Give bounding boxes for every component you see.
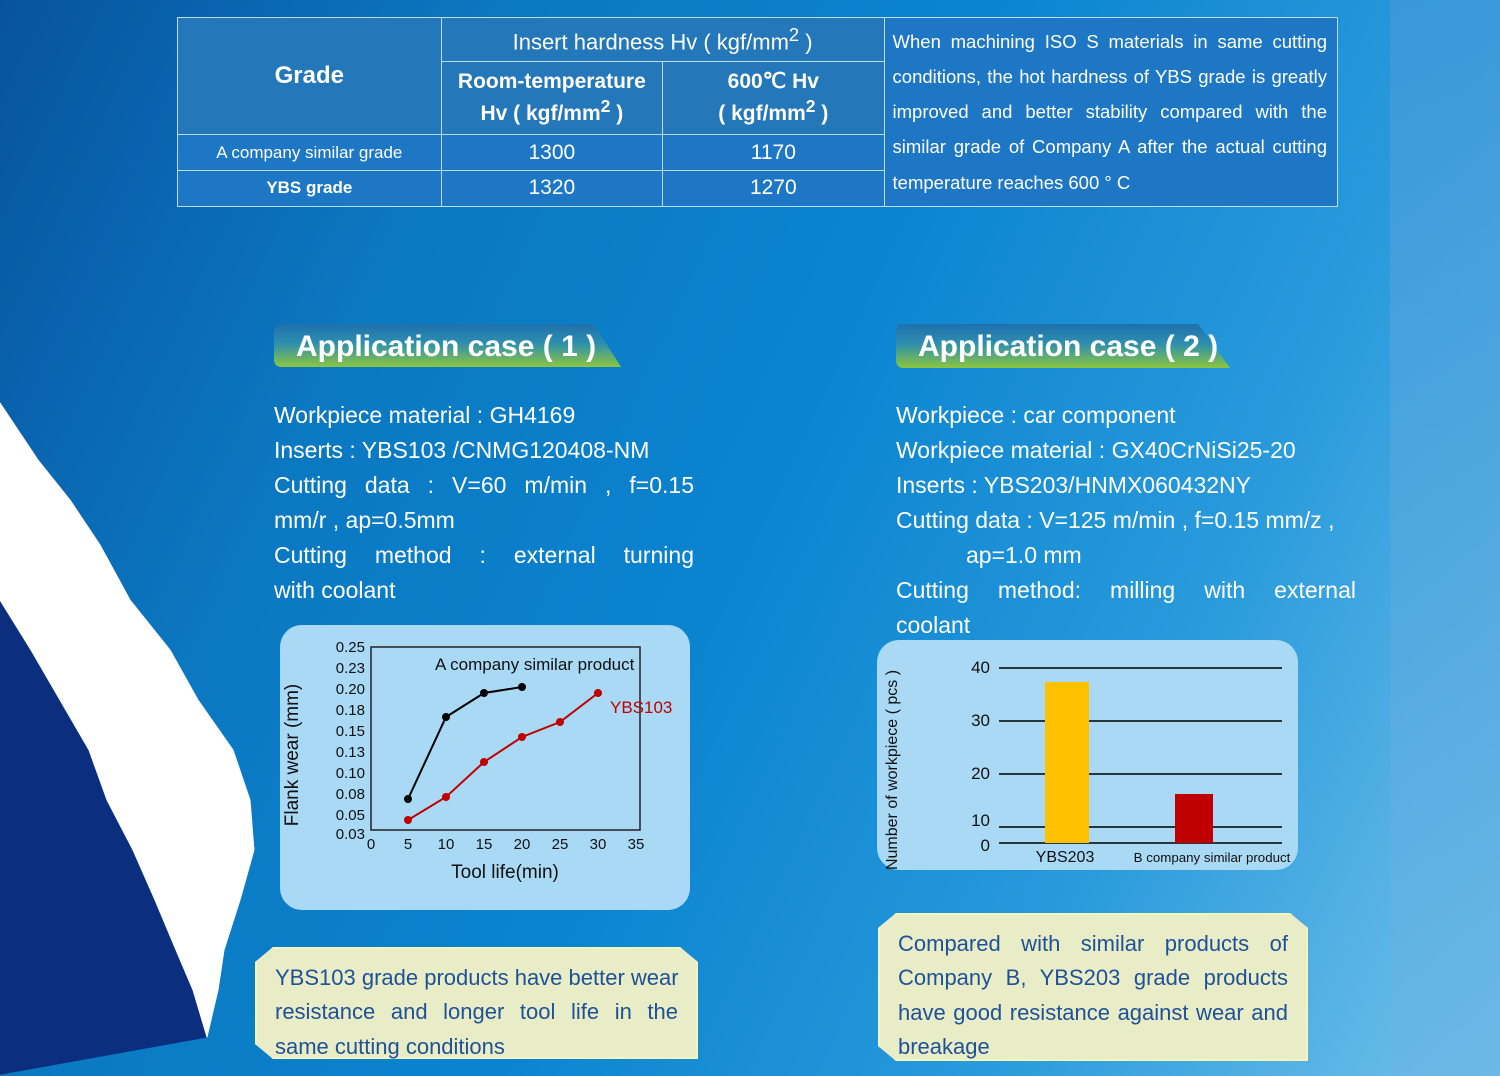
svg-text:Flank wear (mm): Flank wear (mm): [282, 684, 303, 827]
svg-text:0.03: 0.03: [336, 826, 365, 843]
svg-text:30: 30: [590, 836, 607, 853]
svg-text:Application case ( 1 ): Application case ( 1 ): [296, 330, 596, 363]
svg-text:0.13: 0.13: [336, 744, 365, 761]
svg-text:30: 30: [971, 711, 990, 730]
svg-text:Number of workpiece ( pcs ): Number of workpiece ( pcs ): [884, 670, 901, 870]
svg-text:0.10: 0.10: [336, 765, 365, 782]
svg-text:0.15: 0.15: [336, 723, 365, 740]
svg-text:0.05: 0.05: [336, 807, 365, 824]
svg-text:YBS103: YBS103: [610, 698, 672, 717]
svg-text:40: 40: [971, 658, 990, 677]
svg-text:Application case ( 2 ): Application case ( 2 ): [918, 330, 1218, 363]
svg-text:Tool life(min): Tool life(min): [451, 862, 559, 883]
svg-text:10: 10: [438, 836, 455, 853]
svg-text:0: 0: [981, 836, 990, 855]
svg-text:25: 25: [552, 836, 569, 853]
svg-text:20: 20: [971, 764, 990, 783]
svg-text:0.08: 0.08: [336, 786, 365, 803]
svg-text:0.20: 0.20: [336, 681, 365, 698]
svg-text:35: 35: [628, 836, 645, 853]
svg-text:10: 10: [971, 811, 990, 830]
svg-text:15: 15: [476, 836, 493, 853]
svg-text:YBS203: YBS203: [1036, 849, 1095, 866]
svg-text:B company similar product: B company similar product: [1134, 850, 1291, 865]
svg-text:20: 20: [514, 836, 531, 853]
svg-text:0: 0: [367, 836, 375, 853]
svg-text:5: 5: [404, 836, 412, 853]
svg-text:0.18: 0.18: [336, 702, 365, 719]
svg-text:A company similar product: A company similar product: [435, 655, 635, 674]
svg-text:0.23: 0.23: [336, 660, 365, 677]
svg-text:0.25: 0.25: [336, 639, 365, 656]
